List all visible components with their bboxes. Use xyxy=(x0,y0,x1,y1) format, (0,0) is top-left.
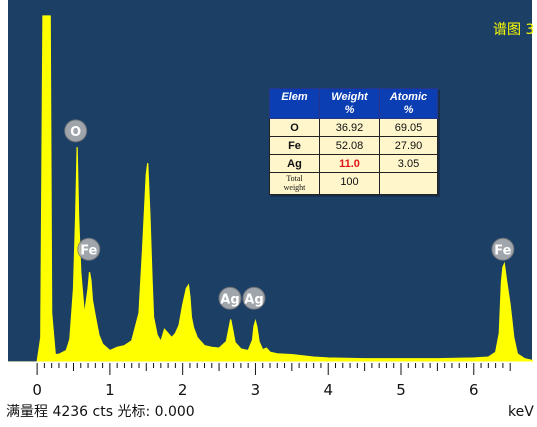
peak-marker-fe-1 xyxy=(77,237,101,261)
table-row: Ag 11.0 3.05 xyxy=(269,154,438,173)
table-header-elem: Elem xyxy=(269,88,320,119)
element-composition-table: Elem Weight % Atomic % O 36.92 69.05 xyxy=(269,88,438,195)
x-tick-label-2: 2 xyxy=(178,381,188,399)
table-header-elem-label: Elem xyxy=(281,91,308,103)
table-header-weight-label-1: Weight xyxy=(331,91,368,103)
peak-label-fe-1: Fe xyxy=(80,243,97,258)
peak-marker-fe-4 xyxy=(491,237,515,261)
peak-label-ag-2: Ag xyxy=(220,292,239,307)
table-header-row: Elem Weight % Atomic % xyxy=(269,88,438,119)
table-cell-atomic: 27.90 xyxy=(379,136,438,155)
table-header-weight: Weight % xyxy=(319,88,380,119)
table-header-elem-spacer xyxy=(272,104,317,117)
full-scale-readout: 满量程 4236 cts 光标: 0.000 xyxy=(6,404,195,420)
table-cell-weight: 11.0 xyxy=(319,154,380,173)
table-cell-element: Fe xyxy=(269,136,320,155)
x-tick-label-6: 6 xyxy=(469,381,479,399)
x-axis-unit-label: keV xyxy=(508,404,534,420)
table-cell-atomic: 3.05 xyxy=(379,154,438,173)
table-header-weight-label-2: % xyxy=(344,104,355,116)
table-row: O 36.92 69.05 xyxy=(269,118,438,137)
table-header-atomic-label-1: Atomic xyxy=(389,91,428,103)
table-total-label: Total weight xyxy=(269,172,320,195)
peak-label-ag-3: Ag xyxy=(244,292,263,307)
x-tick-label-3: 3 xyxy=(251,381,261,399)
peak-label-o-0: O xyxy=(70,125,81,140)
table-header-atomic: Atomic % xyxy=(379,88,438,119)
spectrum-title: 谱图 3 xyxy=(493,22,535,38)
x-tick-label-1: 1 xyxy=(105,381,115,399)
x-tick-label-4: 4 xyxy=(323,381,333,399)
table-cell-weight: 52.08 xyxy=(319,136,380,155)
table-cell-weight: 36.92 xyxy=(319,118,380,137)
x-tick-label-0: 0 xyxy=(32,381,42,399)
table-total-weight: 100 xyxy=(319,172,380,195)
table-row: Fe 52.08 27.90 xyxy=(269,136,438,155)
peak-label-fe-4: Fe xyxy=(494,243,511,258)
peak-marker-o-0 xyxy=(64,119,88,143)
table-cell-element: Ag xyxy=(269,154,320,173)
x-axis-strip xyxy=(0,363,537,403)
x-tick-label-5: 5 xyxy=(396,381,406,399)
table-cell-atomic: 69.05 xyxy=(379,118,438,137)
table-total-label-line-2: weight xyxy=(283,183,306,192)
peak-marker-ag-2 xyxy=(218,286,242,310)
table-total-label-line-1: Total xyxy=(286,174,303,183)
peak-marker-ag-3 xyxy=(242,286,266,310)
table-header-atomic-label-2: % xyxy=(403,104,414,116)
table-cell-element: O xyxy=(269,118,320,137)
table-total-row: Total weight 100 xyxy=(269,172,438,195)
table-total-atomic xyxy=(379,172,438,195)
spectrum-series-0 xyxy=(8,15,533,363)
